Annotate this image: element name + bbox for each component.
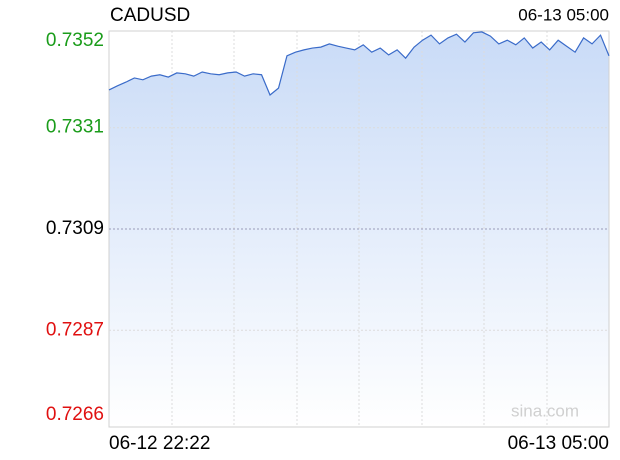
y-tick-label: 0.7287 [46, 319, 104, 340]
y-tick-label: 0.7352 [46, 30, 104, 51]
watermark: sina.com [511, 401, 579, 420]
y-tick-label: 0.7309 [46, 218, 104, 239]
x-tick-label: 06-13 05:00 [508, 433, 609, 454]
y-tick-label: 0.7266 [46, 404, 104, 425]
x-tick-label: 06-12 22:22 [109, 433, 210, 454]
y-tick-label: 0.7331 [46, 117, 104, 138]
chart-title: CADUSD [110, 5, 190, 26]
price-line [108, 31, 610, 96]
timestamp: 06-13 05:00 [518, 5, 609, 24]
